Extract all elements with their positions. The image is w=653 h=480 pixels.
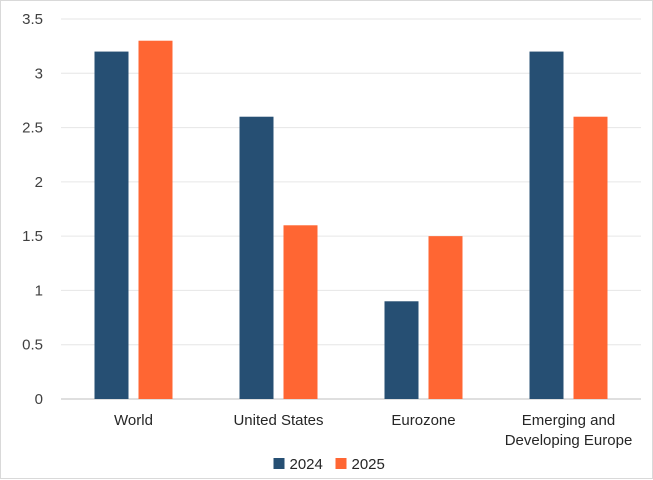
bar-2024 — [384, 301, 419, 399]
legend-swatch-2024 — [273, 458, 285, 469]
y-tick-label: 2.5 — [22, 120, 43, 137]
legend-swatch-2025 — [335, 458, 347, 469]
bar-2025 — [138, 40, 173, 399]
y-tick-label: 0 — [35, 391, 43, 408]
category-label: Developing Europe — [505, 432, 633, 449]
legend-label: 2024 — [290, 456, 323, 473]
category-label: World — [114, 412, 153, 429]
legend-label: 2025 — [352, 456, 385, 473]
bar-2025 — [283, 225, 318, 399]
bar-2025 — [573, 116, 608, 399]
bar-2024 — [94, 51, 129, 399]
bar-2024 — [239, 116, 274, 399]
y-tick-label: 3 — [35, 65, 43, 82]
y-tick-label: 1.5 — [22, 228, 43, 245]
category-label: United States — [233, 412, 323, 429]
y-tick-label: 1 — [35, 282, 43, 299]
bar-2025 — [428, 236, 463, 399]
category-label: Emerging and — [522, 412, 615, 429]
bar-2024 — [529, 51, 564, 399]
y-tick-label: 3.5 — [22, 11, 43, 28]
y-tick-label: 2 — [35, 174, 43, 191]
category-label: Eurozone — [391, 412, 455, 429]
y-tick-label: 0.5 — [22, 337, 43, 354]
